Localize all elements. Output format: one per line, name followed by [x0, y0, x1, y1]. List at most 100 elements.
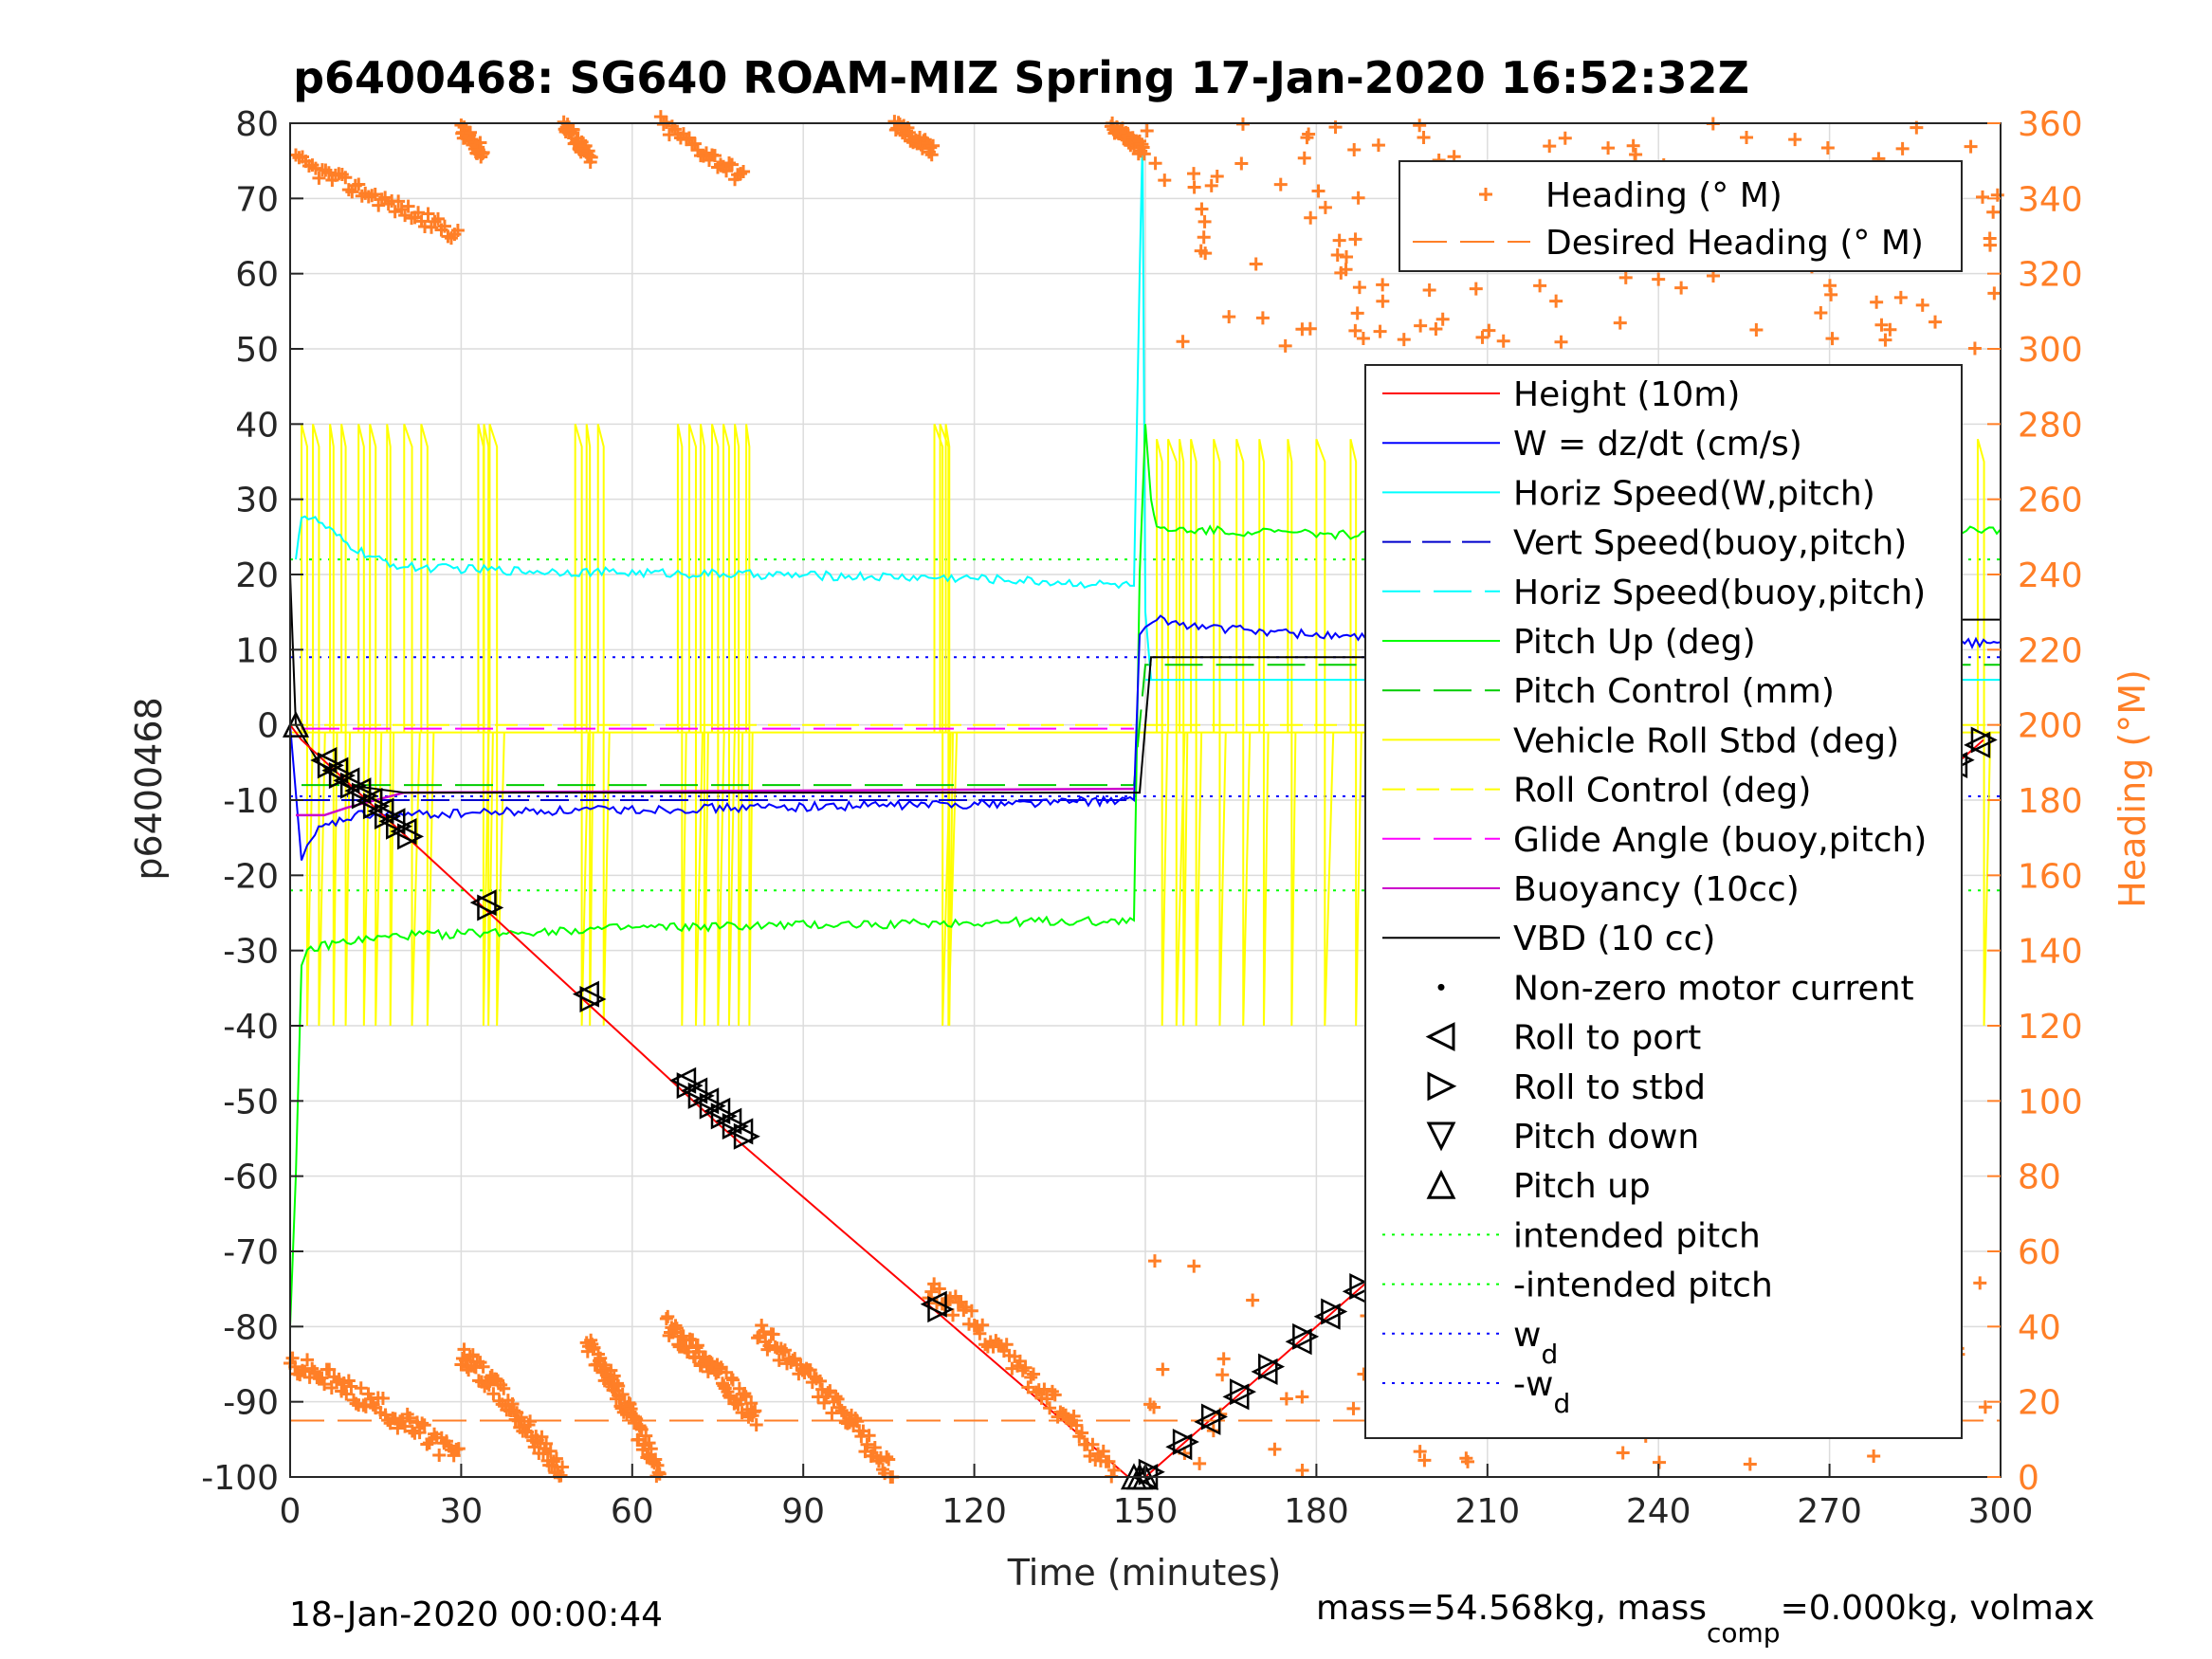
heading-point: [457, 1342, 471, 1357]
heading-point: [392, 194, 406, 209]
heading-point: [1332, 233, 1346, 247]
roll-port-marker: [321, 757, 349, 784]
roll-spike: [340, 424, 352, 1027]
heading-point: [1246, 1293, 1260, 1307]
legend-label: Pitch Control (mm): [1513, 672, 1835, 711]
y2-tick-label: 20: [2018, 1384, 2061, 1423]
heading-point: [744, 1396, 759, 1411]
legend-symbol-motor: [1437, 983, 1445, 991]
roll-spike: [312, 424, 326, 1027]
heading-point: [301, 1353, 315, 1367]
y2-tick-label: 360: [2018, 105, 2083, 144]
heading-point: [1618, 270, 1633, 284]
roll-stbd-marker: [1258, 1353, 1286, 1380]
roll-stbd-marker: [1292, 1322, 1320, 1350]
heading-point: [1147, 1254, 1161, 1268]
legend-label: Roll to stbd: [1513, 1068, 1706, 1107]
y2-tick-label: 140: [2018, 933, 2083, 972]
roll-spike: [1156, 438, 1169, 1027]
roll-spike: [1258, 439, 1270, 1027]
legend-heading-label: Desired Heading (° M): [1545, 224, 1924, 263]
heading-point: [932, 1282, 946, 1296]
heading-point: [1300, 131, 1314, 145]
heading-point: [1295, 1464, 1309, 1478]
heading-point: [432, 1448, 447, 1462]
heading-point: [1986, 205, 2001, 219]
heading-point: [821, 1386, 835, 1400]
heading-point: [656, 118, 670, 132]
heading-point: [312, 171, 326, 185]
legend-symbol-roll_stbd: [1427, 1071, 1457, 1102]
heading-point: [707, 149, 722, 163]
heading-point: [882, 1452, 896, 1467]
heading-point: [1351, 191, 1365, 205]
heading-point: [1187, 167, 1201, 181]
roll-port-marker: [726, 1118, 754, 1145]
roll-port-marker: [367, 797, 394, 825]
heading-point: [375, 1391, 390, 1405]
roll-stbd-marker: [1229, 1378, 1257, 1406]
heading-point: [725, 157, 740, 172]
heading-point: [1417, 1453, 1432, 1468]
legend-label: Glide Angle (buoy,pitch): [1513, 821, 1927, 860]
heading-point: [1043, 1401, 1057, 1415]
y2-tick-label: 340: [2018, 180, 2083, 219]
y-tick-label: 30: [235, 482, 279, 520]
legend-heading: Heading (° M) Desired Heading (° M): [1398, 160, 1963, 272]
footer-mass: mass=54.568kg, masscomp=0.000kg, volmax: [1316, 1589, 2094, 1649]
roll-port-marker: [1285, 1328, 1312, 1356]
heading-point: [1015, 1363, 1030, 1377]
roll-port-marker: [681, 1077, 708, 1104]
heading-point: [1964, 139, 1978, 154]
heading-point: [1867, 1449, 1881, 1463]
heading-point: [1210, 170, 1224, 184]
heading-point: [1413, 118, 1427, 133]
heading-point: [322, 1362, 337, 1376]
y-tick-label: 0: [257, 707, 279, 746]
roll-port-marker: [378, 808, 406, 835]
heading-point: [757, 1324, 771, 1339]
legend-label: Pitch Up (deg): [1513, 623, 1756, 662]
roll-spike: [301, 424, 314, 1027]
heading-point: [505, 1396, 520, 1411]
heading-point: [1652, 272, 1666, 286]
heading-point: [1915, 298, 1929, 312]
heading-point: [1616, 1446, 1630, 1460]
legend-heading-box: [1398, 160, 1963, 272]
heading-point: [1027, 1367, 1041, 1381]
heading-point: [481, 1376, 495, 1391]
y-tick-label: -40: [223, 1008, 279, 1047]
heading-point: [615, 1387, 630, 1401]
heading-point: [868, 1440, 882, 1454]
heading-point: [1193, 1456, 1207, 1470]
heading-point: [1983, 231, 1997, 246]
heading-point: [1967, 341, 1982, 356]
heading-point: [1352, 281, 1366, 295]
chart-title: p6400468: SG640 ROAM-MIZ Spring 17-Jan-2…: [293, 52, 1749, 103]
heading-point: [556, 1460, 570, 1474]
series-line-buoyancy: [296, 787, 1135, 817]
heading-point: [1929, 315, 1943, 329]
y-tick-label: 70: [235, 180, 279, 219]
heading-point: [507, 1404, 521, 1418]
heading-point: [737, 165, 751, 179]
heading-point: [814, 1374, 828, 1388]
heading-point: [1021, 1380, 1035, 1395]
heading-point: [1346, 1401, 1361, 1415]
heading-point: [388, 205, 402, 219]
legend-label: Buoyancy (10cc): [1513, 870, 1800, 909]
heading-point: [430, 211, 445, 226]
roll-stbd-marker: [1321, 1298, 1348, 1325]
heading-point: [1216, 1352, 1231, 1366]
heading-point: [1482, 323, 1496, 337]
heading-point: [607, 1369, 621, 1383]
heading-point: [734, 167, 748, 181]
heading-point: [1414, 319, 1428, 333]
heading-point: [1176, 335, 1190, 349]
heading-point: [1883, 322, 1897, 337]
heading-point: [1137, 147, 1151, 161]
heading-point: [401, 199, 415, 213]
heading-point: [926, 138, 941, 153]
heading-point: [473, 136, 487, 150]
